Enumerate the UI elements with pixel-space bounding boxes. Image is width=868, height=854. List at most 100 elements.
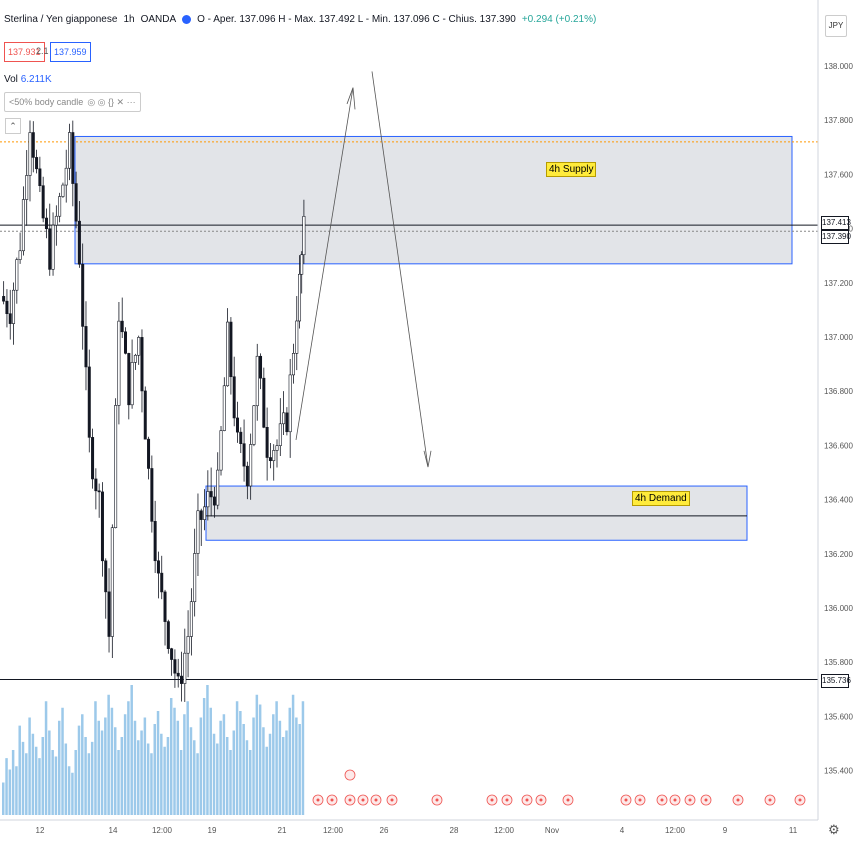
candle-body: [133, 354, 137, 363]
volume-label: Vol: [4, 74, 18, 85]
event-marker-icon: [370, 794, 382, 806]
volume-bar: [258, 704, 262, 815]
event-marker-dot: [348, 798, 352, 802]
volume-bar: [153, 724, 156, 815]
volume-bar: [71, 772, 74, 815]
volume-bar: [5, 758, 8, 815]
settings-gear-icon[interactable]: ⚙: [828, 822, 840, 837]
candle-body: [179, 675, 183, 684]
candle-body: [288, 374, 292, 433]
volume-bar: [209, 707, 212, 815]
candle-body: [25, 175, 29, 200]
event-marker-dot: [316, 798, 320, 802]
event-marker-dot: [505, 798, 509, 802]
volume-bar: [166, 737, 170, 815]
ohlc-readout: O - Aper. 137.096 H - Max. 137.492 L - M…: [197, 14, 516, 25]
candle-body: [268, 457, 272, 462]
volume-bar: [199, 717, 203, 815]
event-marker-icon: [431, 794, 443, 806]
indicator-controls-icon[interactable]: ◎ ◎ {} ✕ ···: [87, 97, 136, 107]
candle-body: [189, 601, 193, 637]
spread-value: 2.1: [36, 46, 49, 56]
candle-body: [265, 427, 269, 458]
candle-body: [166, 621, 170, 649]
event-marker-dot: [539, 798, 543, 802]
y-tick-label: 135.800: [824, 658, 853, 667]
volume-bar: [81, 714, 84, 815]
volume-bar: [272, 714, 275, 815]
volume-bar: [193, 740, 196, 815]
y-tick-label: 136.400: [824, 496, 853, 505]
event-markers: [312, 769, 806, 806]
y-tick-label: 136.200: [824, 550, 853, 559]
volume-bar: [31, 733, 35, 815]
volume-value: 6.211K: [20, 74, 52, 85]
currency-badge[interactable]: JPY: [825, 15, 847, 37]
volume-bar: [150, 753, 153, 815]
candle-body: [120, 320, 124, 333]
candle-body: [48, 228, 52, 270]
candle-body: [216, 469, 220, 506]
volume-bar: [64, 743, 68, 815]
x-tick-label: 12:00: [323, 826, 344, 835]
event-marker-icon: [562, 794, 574, 806]
candle-body: [229, 321, 233, 378]
candle-body: [203, 506, 207, 520]
event-marker-icon: [656, 794, 668, 806]
volume-bar: [107, 694, 110, 815]
indicator-label: <50% body candle: [9, 97, 84, 107]
candle-body: [242, 443, 246, 467]
event-marker-icon: [634, 794, 646, 806]
volume-bar: [298, 724, 301, 815]
candle-body: [8, 313, 12, 324]
candle-body: [38, 168, 42, 187]
candle-body: [245, 465, 249, 487]
volume-bar: [90, 741, 94, 815]
y-tick-label: 137.200: [824, 279, 853, 288]
time-axis: 12 14 12:00 19 21 12:00 26 28 12:00 Nov 4 12:00 9 11: [36, 826, 798, 835]
up-arrow-head: [346, 87, 356, 110]
candle-body: [74, 183, 78, 222]
y-tick-label: 136.600: [824, 441, 853, 450]
sell-button[interactable]: 137.931: [4, 42, 45, 62]
event-marker-icon: [344, 769, 356, 781]
volume-bar: [281, 737, 285, 815]
candle-body: [291, 353, 295, 376]
y-tick-label: 137.000: [824, 333, 853, 342]
event-marker-dot: [624, 798, 628, 802]
candle-body: [272, 450, 276, 462]
zone-label: 4h Supply: [546, 161, 597, 177]
candle-body: [114, 405, 118, 529]
candle-body: [91, 437, 95, 480]
buy-button[interactable]: 137.959: [50, 42, 91, 62]
candle-body: [64, 167, 68, 186]
volume-bar: [74, 750, 77, 815]
event-marker-dot: [390, 798, 394, 802]
candle-body: [226, 321, 230, 387]
collapse-legend-icon[interactable]: ⌃: [5, 118, 21, 134]
indicator-legend[interactable]: <50% body candle ◎ ◎ {} ✕ ···: [4, 92, 141, 112]
candle-body: [212, 496, 216, 506]
event-marker-dot: [435, 798, 439, 802]
volume-bar: [127, 701, 130, 815]
zone-box: [74, 135, 793, 265]
event-marker-dot: [768, 798, 772, 802]
volume-bar: [160, 733, 163, 815]
volume-bar: [163, 746, 166, 815]
event-marker-dot: [798, 798, 802, 802]
x-tick-label: 21: [278, 826, 287, 835]
candle-body: [35, 157, 39, 170]
symbol-name[interactable]: Sterlina / Yen giapponese: [4, 14, 118, 25]
event-marker-icon: [700, 794, 712, 806]
volume-bar: [176, 720, 180, 815]
volume-bar: [84, 737, 87, 815]
candle-body: [97, 490, 101, 493]
volume-bar: [87, 753, 91, 815]
volume-bar: [34, 746, 38, 815]
event-marker-icon: [326, 794, 338, 806]
candle-body: [94, 478, 98, 492]
interval[interactable]: 1h: [123, 14, 135, 25]
price-axis: 138.000137.800137.600137.400137.200137.0…: [824, 62, 853, 776]
volume-bar: [25, 753, 28, 815]
